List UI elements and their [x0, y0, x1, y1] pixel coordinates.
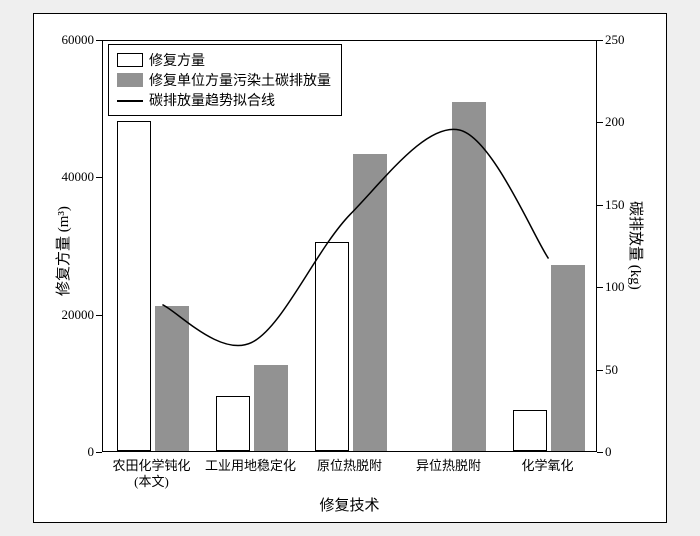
y-right-tick-mark — [597, 205, 603, 206]
y-right-tick-mark — [597, 370, 603, 371]
bar-carbon — [155, 306, 189, 451]
y-axis-left-label: 修复方量 (m³) — [52, 206, 73, 296]
y-right-tick-label: 150 — [605, 197, 625, 213]
x-tick-label: 化学氧化 — [498, 458, 598, 474]
x-axis-label: 修复技术 — [310, 494, 390, 515]
y-right-tick-mark — [597, 452, 603, 453]
bar-carbon — [353, 154, 387, 451]
legend-label: 修复单位方量污染土碳排放量 — [149, 70, 331, 90]
y-right-tick-label: 50 — [605, 362, 618, 378]
legend-item-trend: 碳排放量趋势拟合线 — [117, 90, 331, 110]
x-tick-label: 原位热脱附 — [300, 458, 400, 474]
x-tick-label: 工业用地稳定化 — [201, 458, 301, 474]
y-right-tick-label: 0 — [605, 444, 612, 460]
y-left-tick-mark — [96, 40, 102, 41]
legend-item-volume: 修复方量 — [117, 50, 331, 70]
y-right-tick-mark — [597, 287, 603, 288]
y-left-tick-mark — [96, 452, 102, 453]
legend-swatch-carbon — [117, 73, 143, 87]
bar-volume — [513, 410, 547, 451]
bar-carbon — [254, 365, 288, 451]
legend-label: 修复方量 — [149, 50, 205, 70]
y-left-tick-mark — [96, 315, 102, 316]
y-right-tick-mark — [597, 40, 603, 41]
y-right-tick-label: 250 — [605, 32, 625, 48]
bar-volume — [216, 396, 250, 451]
page: 修复方量 (m³) 碳排放量 (kg) 修复技术 修复方量 修复单位方量污染土碳… — [0, 0, 700, 536]
y-axis-right-label: 碳排放量 (kg) — [626, 201, 647, 290]
y-right-tick-label: 200 — [605, 114, 625, 130]
bar-carbon — [551, 265, 585, 451]
legend-swatch-volume — [117, 53, 143, 67]
y-right-tick-label: 100 — [605, 279, 625, 295]
y-right-tick-mark — [597, 122, 603, 123]
legend-line-trend — [117, 93, 143, 107]
y-left-tick-label: 60000 — [62, 32, 95, 48]
y-left-tick-label: 20000 — [62, 307, 95, 323]
y-left-tick-label: 40000 — [62, 169, 95, 185]
legend-label: 碳排放量趋势拟合线 — [149, 90, 275, 110]
bar-volume — [117, 121, 151, 451]
x-tick-label: 异位热脱附 — [399, 458, 499, 474]
y-left-tick-mark — [96, 177, 102, 178]
x-tick-label: 农田化学钝化(本文) — [102, 458, 202, 490]
legend-item-carbon: 修复单位方量污染土碳排放量 — [117, 70, 331, 90]
bar-carbon — [452, 102, 486, 451]
y-left-tick-label: 0 — [88, 444, 95, 460]
legend: 修复方量 修复单位方量污染土碳排放量 碳排放量趋势拟合线 — [108, 44, 342, 116]
bar-volume — [315, 242, 349, 451]
